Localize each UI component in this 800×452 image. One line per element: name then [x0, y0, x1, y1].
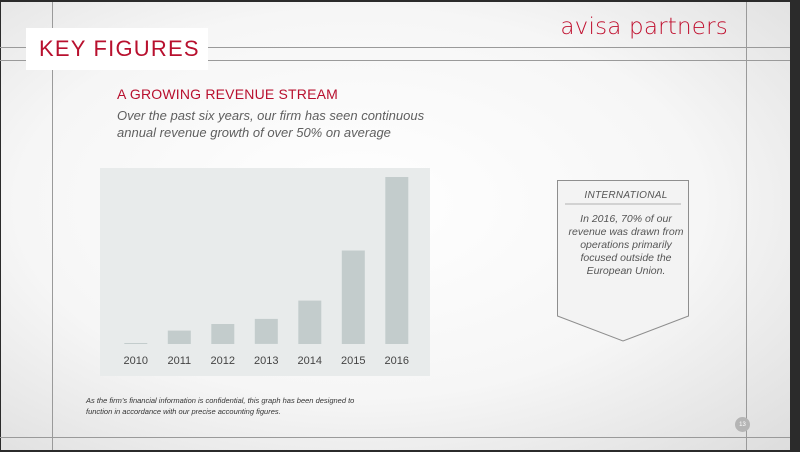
revenue-bar-chart: 2010 2011 2012 2013 2014 2015 2016 [100, 168, 430, 376]
bar-2013 [254, 318, 278, 344]
guide-line [746, 2, 747, 450]
guide-line [0, 47, 790, 48]
bar-2016 [385, 177, 409, 344]
guide-line [0, 437, 790, 438]
section-subtitle: A GROWING REVENUE STREAM [117, 86, 339, 102]
guide-line [0, 60, 790, 61]
frame-right [790, 0, 800, 452]
frame-bottom [0, 450, 800, 452]
x-tick-label: 2013 [254, 355, 278, 367]
callout-body: In 2016, 70% of our revenue was drawn fr… [568, 213, 684, 277]
brand-logo: avisa partners [560, 14, 728, 40]
x-tick-label: 2014 [298, 355, 322, 367]
x-tick-label: 2010 [124, 355, 148, 367]
bar-2010 [124, 343, 148, 344]
callout: INTERNATIONAL In 2016, 70% of our revenu… [561, 190, 691, 278]
callout-shape [557, 180, 689, 342]
callout-heading: INTERNATIONAL [584, 190, 668, 201]
bar-2014 [298, 300, 322, 344]
bar-2011 [167, 330, 191, 344]
bar-2015 [341, 250, 365, 344]
title-box: KEY FIGURES [26, 28, 208, 70]
frame-left [0, 0, 1, 452]
x-tick-label: 2015 [341, 355, 365, 367]
x-tick-label: 2011 [167, 355, 191, 367]
plot-background [100, 168, 430, 376]
footnote: As the firm’s financial information is c… [86, 396, 355, 416]
x-tick-label: 2012 [211, 355, 235, 367]
section-description: Over the past six years, our firm has se… [117, 108, 425, 140]
callout-border [557, 180, 689, 342]
frame-top [0, 0, 800, 2]
guide-line [52, 2, 53, 450]
page-title: KEY FIGURES [39, 36, 200, 61]
bar-2012 [211, 324, 235, 344]
page-number: 13 [735, 417, 750, 432]
x-tick-label: 2016 [385, 355, 409, 367]
